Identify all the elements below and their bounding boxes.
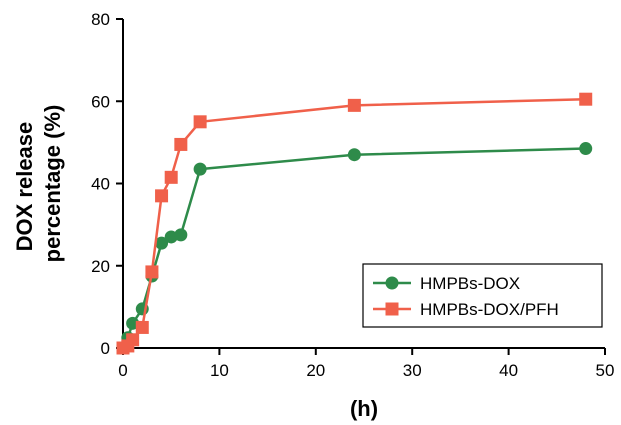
x-ticks: 0 10 20 30 40 50 — [118, 348, 614, 380]
y-tick-label: 40 — [91, 175, 110, 194]
series-2 — [116, 92, 593, 355]
legend-label: HMPBs-DOX — [420, 274, 520, 293]
x-axis-title: (h) — [350, 396, 378, 421]
legend: HMPBs-DOX HMPBs-DOX/PFH — [362, 263, 603, 328]
y-tick-label: 20 — [91, 257, 110, 276]
y-tick-label: 60 — [91, 92, 110, 111]
data-point — [155, 189, 169, 203]
y-axis-title: DOX release percentage (%) — [12, 105, 65, 263]
legend-swatch-marker — [385, 276, 399, 290]
data-point — [135, 320, 149, 334]
legend-label: HMPBs-DOX/PFH — [420, 300, 559, 319]
legend-swatch-marker — [385, 302, 399, 316]
x-tick-label: 0 — [118, 361, 127, 380]
data-point — [347, 98, 361, 112]
data-point — [126, 333, 140, 347]
data-point — [155, 236, 169, 250]
data-point — [164, 230, 178, 244]
legend-item: HMPBs-DOX/PFH — [373, 300, 559, 319]
y-tick-label: 0 — [101, 339, 110, 358]
series-layer — [116, 92, 593, 355]
data-point — [174, 228, 188, 242]
y-ticks: 0 20 40 60 80 — [91, 10, 123, 358]
x-tick-label: 10 — [210, 361, 229, 380]
data-point — [193, 162, 207, 176]
legend-box — [362, 263, 603, 328]
y-axis-title-line-2: percentage (%) — [40, 105, 65, 263]
data-point — [145, 265, 159, 279]
data-point — [579, 92, 593, 106]
legend-item: HMPBs-DOX — [373, 274, 520, 293]
series-1 — [116, 142, 593, 355]
y-axis-title-line-1: DOX release — [12, 122, 37, 252]
x-tick-label: 50 — [596, 361, 615, 380]
data-point — [174, 137, 188, 151]
data-point — [164, 170, 178, 184]
x-tick-label: 20 — [306, 361, 325, 380]
data-point — [579, 142, 593, 156]
data-point — [193, 115, 207, 129]
x-tick-label: 30 — [403, 361, 422, 380]
data-point — [347, 148, 361, 162]
x-tick-label: 40 — [499, 361, 518, 380]
legend-items: HMPBs-DOX HMPBs-DOX/PFH — [373, 274, 559, 319]
y-tick-label: 80 — [91, 10, 110, 29]
